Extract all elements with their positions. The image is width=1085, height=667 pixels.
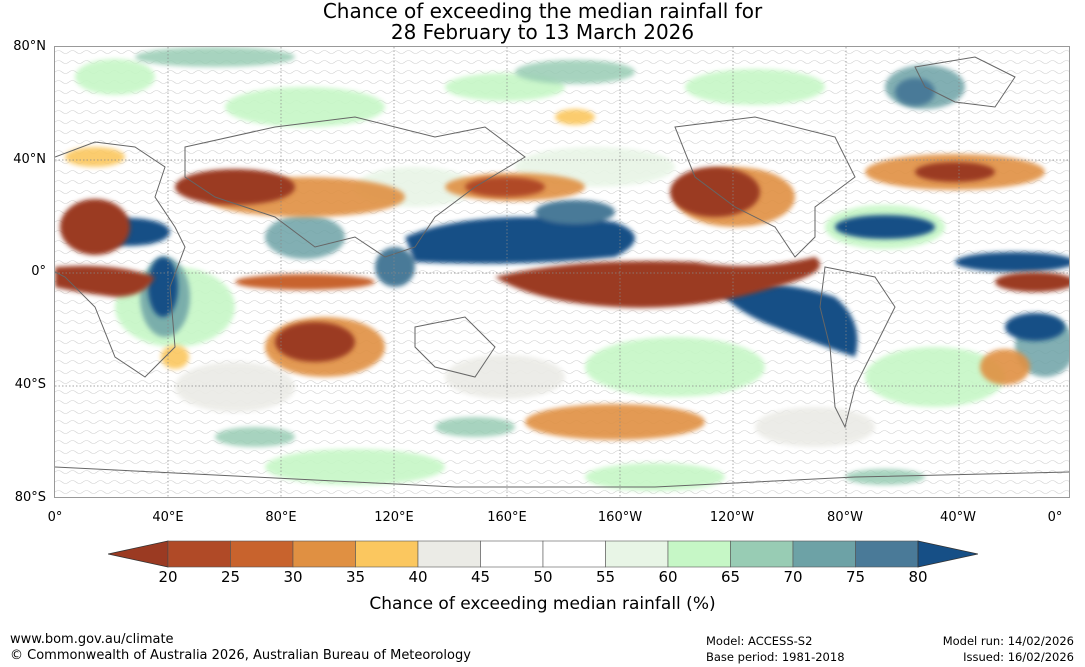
colorbar-segment: [480, 540, 544, 568]
colorbar-segment: [417, 540, 481, 568]
colorbar-segment: [855, 540, 919, 568]
lon-label-120w: 120°W: [709, 510, 755, 525]
lat-label-0: 0°: [31, 264, 46, 279]
lon-label-80w: 80°W: [827, 510, 863, 525]
colorbar-segment: [605, 540, 669, 568]
map-title-line-1: Chance of exceeding the median rainfall …: [322, 0, 763, 23]
colorbar-segment: [230, 540, 294, 568]
lat-label-80n: 80°N: [13, 39, 46, 54]
lon-label-160w: 160°W: [597, 510, 643, 525]
graticule: [55, 47, 1069, 497]
footer-base-period: Base period: 1981-2018: [706, 650, 845, 664]
rainfall-map: [54, 46, 1070, 498]
colorbar-tick-label: 50: [533, 568, 553, 586]
colorbar-tick-label: 35: [345, 568, 366, 586]
colorbar-tick-label: 80: [908, 568, 928, 586]
lon-label-80e: 80°E: [265, 510, 297, 525]
lon-label-40e: 40°E: [152, 510, 184, 525]
light-green-regions: [75, 59, 1005, 491]
colorbar-extend-low: [108, 540, 169, 568]
colorbar-segment: [542, 540, 606, 568]
dry-regions: [55, 162, 1069, 362]
colorbar-segment: [292, 540, 356, 568]
lat-label-80s: 80°S: [14, 490, 46, 505]
wet-regions: [90, 78, 1069, 357]
lon-label-40w: 40°W: [940, 510, 976, 525]
colorbar-extend-high: [917, 540, 978, 568]
coastlines: [55, 56, 1069, 488]
footer-model-run: Model run: 14/02/2026: [942, 634, 1074, 648]
colorbar-tick-label: 75: [845, 568, 866, 586]
colorbar-tick-label: 40: [408, 568, 428, 586]
lon-label-0-left: 0°: [47, 510, 63, 525]
lon-label-0-right: 0°: [1047, 510, 1063, 525]
colorbar: [108, 540, 978, 568]
footer-issued: Issued: 16/02/2026: [963, 650, 1074, 664]
map-title-line-2: 28 February to 13 March 2026: [390, 20, 695, 44]
colorbar-tick-label: 30: [283, 568, 303, 586]
lat-label-40s: 40°S: [14, 377, 46, 392]
colorbar-segment: [792, 540, 856, 568]
colorbar-tick-label: 60: [658, 568, 678, 586]
lon-label-120e: 120°E: [374, 510, 414, 525]
colorbar-tick-label: 55: [595, 568, 616, 586]
colorbar-tick-label: 70: [783, 568, 803, 586]
footer-model: Model: ACCESS-S2: [706, 634, 813, 648]
colorbar-tick-label: 20: [158, 568, 178, 586]
colorbar-segment: [730, 540, 794, 568]
footer-website[interactable]: www.bom.gov.au/climate: [10, 632, 174, 647]
colorbar-label: Chance of exceeding median rainfall (%): [369, 594, 716, 614]
colorbar-tick-label: 25: [220, 568, 241, 586]
footer-copyright: © Commonwealth of Australia 2026, Austra…: [10, 648, 471, 663]
colorbar-tick-label: 65: [720, 568, 741, 586]
colorbar-tick-label: 45: [470, 568, 491, 586]
colorbar-segment: [355, 540, 419, 568]
lat-label-40n: 40°N: [13, 152, 46, 167]
colorbar-segment: [167, 540, 231, 568]
lon-label-160e: 160°E: [487, 510, 527, 525]
colorbar-segment: [667, 540, 731, 568]
